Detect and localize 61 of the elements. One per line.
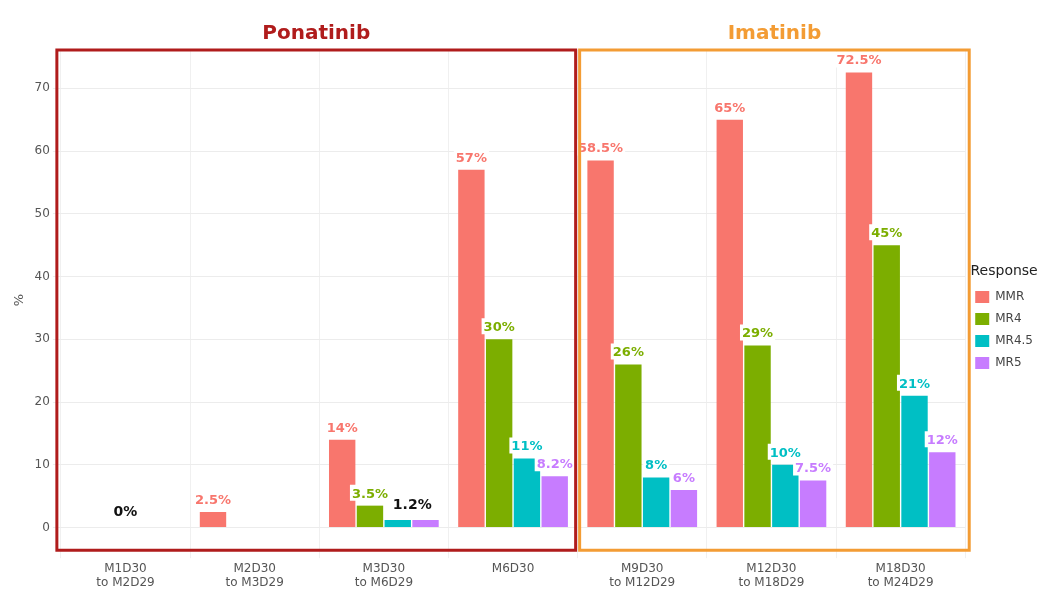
legend-label: MR4 [995,311,1022,326]
bar [356,505,384,528]
x-tick-label: M9D30 to M12D29 [609,560,676,589]
data-label: 45% [871,225,903,241]
y-tick-label: 60 [34,143,50,158]
bar [615,364,642,528]
bar [541,476,568,528]
y-tick-label: 30 [34,331,50,346]
data-label: 7.5% [795,460,832,476]
y-axis-title: % [11,293,27,307]
data-label: 11% [511,438,543,454]
legend-label: MMR [995,289,1025,304]
bar [901,395,928,528]
x-tick-label: M6D30 [491,560,535,575]
bar [485,339,513,528]
y-tick-label: 40 [34,268,50,283]
bar [642,477,670,528]
x-tick-label: M12D30 to M18D29 [738,560,805,589]
y-tick-label: 20 [34,394,50,409]
data-label: 65% [714,99,746,115]
data-label: 30% [483,319,515,335]
data-label: 2.5% [194,491,232,507]
bar [384,520,411,528]
y-tick-label: 50 [34,205,50,220]
annotation: 1.2% [392,495,432,512]
data-label: 72.5% [836,52,882,68]
data-label: 3.5% [351,485,388,501]
data-label: 21% [898,375,931,391]
bar [929,452,956,528]
bar [412,520,439,528]
legend-label: MR5 [995,355,1022,370]
y-tick-label: 70 [34,80,50,95]
legend-title: Response [970,261,1038,278]
y-tick-label: 0 [42,519,50,534]
bar [799,480,827,528]
bar [458,169,485,528]
legend-label: MR4.5 [995,333,1034,348]
data-label: 26% [612,344,644,360]
bar [199,511,227,528]
x-tick-label: M2D30 to M3D29 [225,560,284,589]
bar [873,245,900,528]
y-tick-label: 10 [34,456,50,471]
data-label: 8% [645,457,668,473]
bar [587,160,614,528]
x-tick-label: M3D30 to M6D29 [354,560,414,589]
bar [744,345,771,528]
data-label: 29% [741,325,774,341]
data-label: 10% [769,444,801,460]
data-label: 8.2% [536,456,573,472]
data-label: 14% [326,419,358,435]
x-tick-label: M1D30 to M2D29 [96,560,155,589]
text: Ponatinib [262,20,371,45]
bar [716,119,743,528]
bar [845,72,873,528]
data-label: 12% [926,432,958,448]
bar [670,489,698,528]
data-label: 57% [455,149,487,165]
text: Imatinib [727,20,822,45]
x-tick-label: M18D30 to M24D29 [867,560,934,589]
data-label: 6% [672,469,695,485]
annotation: 0% [113,503,138,520]
